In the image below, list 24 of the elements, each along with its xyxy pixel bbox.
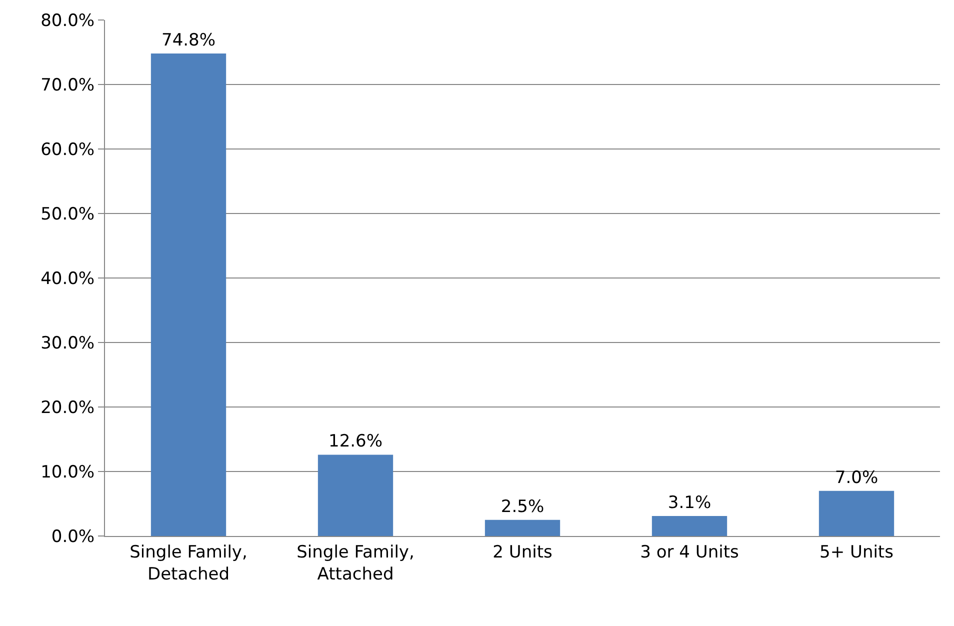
data-label: 2.5% bbox=[500, 496, 544, 517]
x-tick-label: 2 Units bbox=[492, 542, 552, 562]
data-label: 7.0% bbox=[834, 468, 878, 488]
y-tick-label: 20.0% bbox=[40, 398, 95, 418]
y-tick-label: 60.0% bbox=[40, 140, 95, 160]
data-label: 74.8% bbox=[161, 30, 216, 51]
data-label: 3.1% bbox=[668, 493, 712, 514]
y-tick-label: 70.0% bbox=[40, 75, 95, 96]
bar bbox=[818, 490, 894, 536]
bar bbox=[652, 516, 728, 536]
bar bbox=[484, 520, 560, 536]
x-tick-label: 3 or 4 Units bbox=[640, 542, 739, 562]
y-tick-label: 0.0% bbox=[51, 526, 95, 547]
x-tick-label: Single Family, Attached bbox=[296, 542, 414, 584]
bar bbox=[150, 54, 226, 536]
x-tick-label: Single Family, Detached bbox=[130, 542, 248, 584]
bar bbox=[318, 454, 394, 536]
data-label: 12.6% bbox=[328, 432, 383, 452]
y-tick-label: 40.0% bbox=[40, 268, 95, 289]
y-tick-label: 80.0% bbox=[40, 10, 95, 31]
y-tick-label: 30.0% bbox=[40, 333, 95, 354]
x-tick-label: 5+ Units bbox=[820, 542, 894, 562]
y-tick-label: 10.0% bbox=[40, 462, 95, 482]
y-tick-label: 50.0% bbox=[40, 204, 95, 224]
